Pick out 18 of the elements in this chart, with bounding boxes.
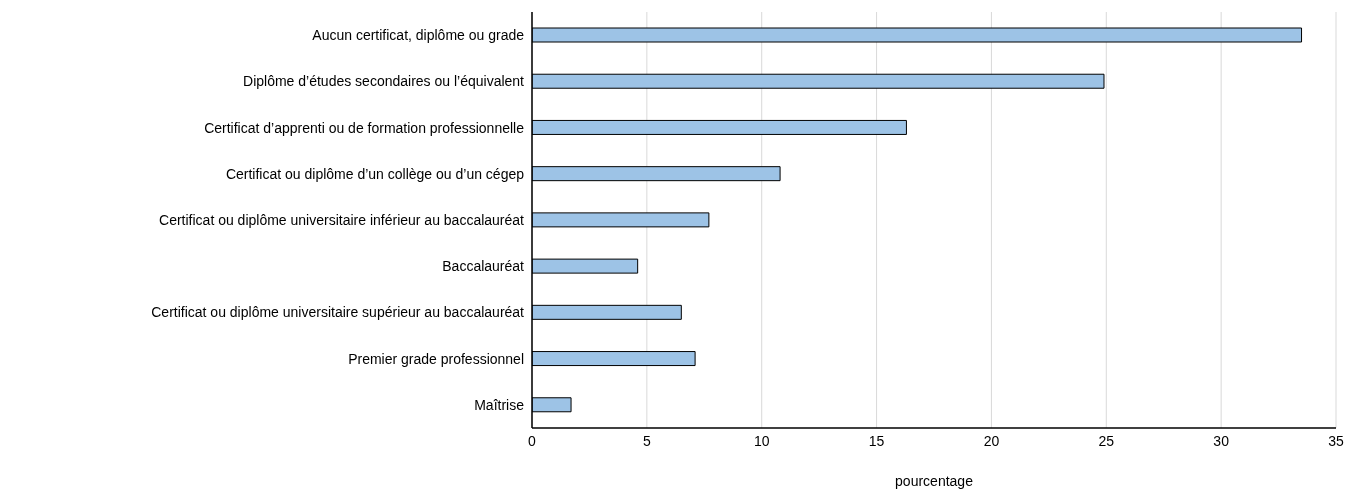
y-tick-label: Premier grade professionnel	[348, 350, 524, 367]
y-tick-label: Certificat ou diplôme universitaire supérieur au baccalauréat	[151, 304, 525, 321]
x-tick-label: 10	[753, 432, 770, 449]
y-tick-label: Diplôme d’études secondaires ou l’équivalent	[243, 73, 525, 90]
x-tick-label: 15	[868, 432, 885, 449]
x-tick-label: 5	[642, 432, 651, 449]
y-tick-label: Certificat d’apprenti ou de formation professionnelle	[204, 119, 525, 136]
y-tick-label: Baccalauréat	[442, 258, 525, 275]
x-tick-label: 0	[528, 432, 537, 449]
x-axis-title: pourcentage	[895, 473, 974, 489]
x-tick-label: 25	[1098, 432, 1115, 449]
y-tick-label: Certificat ou diplôme d’un collège ou d’un cégep	[225, 165, 525, 182]
y-tick-label: Maîtrise	[474, 396, 525, 413]
y-tick-label: Certificat ou diplôme universitaire inférieur au baccalauréat	[159, 211, 525, 228]
x-tick-label: 20	[983, 432, 1000, 449]
x-tick-label: 30	[1213, 432, 1230, 449]
y-tick-label: Aucun certificat, diplôme ou grade	[312, 27, 525, 44]
x-tick-label: 35	[1328, 432, 1344, 449]
